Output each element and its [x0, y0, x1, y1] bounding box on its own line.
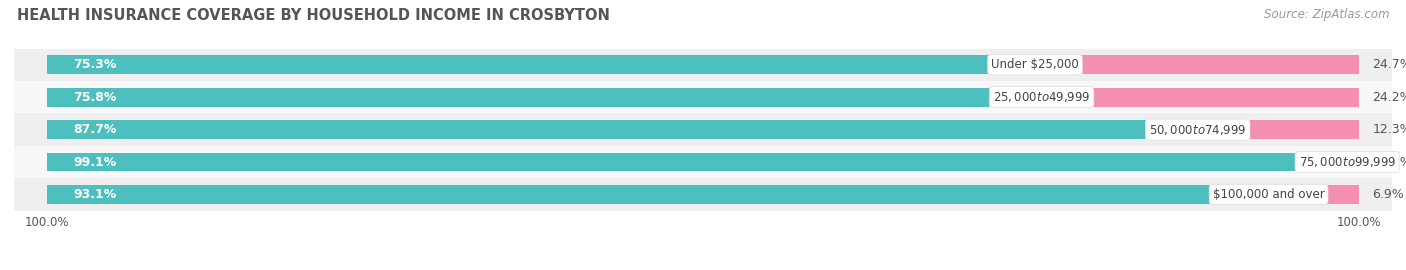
Bar: [46, 88, 1042, 107]
Text: $75,000 to $99,999: $75,000 to $99,999: [1299, 155, 1396, 169]
Bar: [1268, 185, 1360, 204]
Bar: [14, 81, 1392, 113]
Bar: [1042, 88, 1360, 107]
Text: 99.1%: 99.1%: [73, 156, 117, 168]
Text: Source: ZipAtlas.com: Source: ZipAtlas.com: [1264, 8, 1389, 21]
Text: 6.9%: 6.9%: [1372, 188, 1405, 201]
Bar: [14, 113, 1392, 146]
Text: 75.3%: 75.3%: [73, 58, 117, 71]
Text: 93.1%: 93.1%: [73, 188, 117, 201]
Bar: [46, 55, 1035, 74]
Bar: [1198, 120, 1360, 139]
Text: 24.7%: 24.7%: [1372, 58, 1406, 71]
Bar: [46, 185, 1268, 204]
Text: 0.91%: 0.91%: [1372, 156, 1406, 168]
Bar: [14, 178, 1392, 211]
Bar: [14, 49, 1392, 81]
Text: 87.7%: 87.7%: [73, 123, 117, 136]
Text: $100,000 and over: $100,000 and over: [1213, 188, 1324, 201]
Text: HEALTH INSURANCE COVERAGE BY HOUSEHOLD INCOME IN CROSBYTON: HEALTH INSURANCE COVERAGE BY HOUSEHOLD I…: [17, 8, 610, 23]
Text: $50,000 to $74,999: $50,000 to $74,999: [1149, 123, 1247, 137]
Bar: [46, 153, 1347, 171]
Bar: [1035, 55, 1360, 74]
Bar: [1347, 153, 1360, 171]
Text: 12.3%: 12.3%: [1372, 123, 1406, 136]
Text: 24.2%: 24.2%: [1372, 91, 1406, 104]
Text: Under $25,000: Under $25,000: [991, 58, 1078, 71]
Bar: [46, 120, 1198, 139]
Legend: With Coverage, Without Coverage: With Coverage, Without Coverage: [564, 266, 842, 270]
Text: 75.8%: 75.8%: [73, 91, 117, 104]
Bar: [14, 146, 1392, 178]
Text: $25,000 to $49,999: $25,000 to $49,999: [993, 90, 1090, 104]
